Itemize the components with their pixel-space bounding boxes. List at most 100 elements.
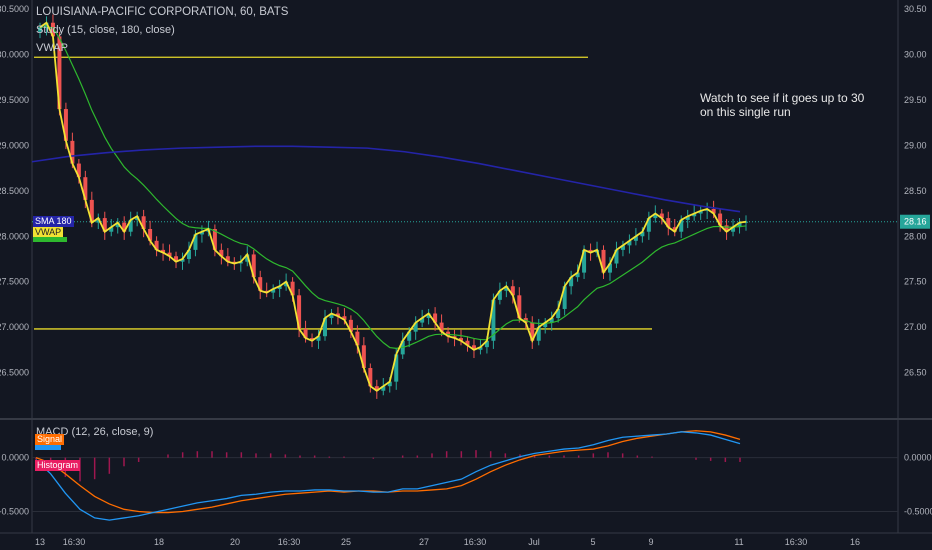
x-tick: 25: [341, 537, 351, 547]
candle-body: [653, 213, 658, 219]
y-tick-left: 29.5000: [0, 95, 29, 105]
candle-body: [361, 345, 366, 369]
macd-tick-left: -0.5000: [0, 506, 29, 516]
y-tick-right: 27.00: [904, 322, 927, 332]
candle-body: [348, 319, 353, 332]
sma-180-line: [31, 145, 741, 213]
candle-body: [679, 219, 684, 232]
candle-body: [731, 227, 736, 232]
y-tick-left: 27.5000: [0, 277, 29, 287]
signal-tag: Signal: [35, 434, 65, 445]
x-tick: 5: [590, 537, 595, 547]
y-tick-left: 28.5000: [0, 186, 29, 196]
y-tick-right: 26.50: [904, 368, 927, 378]
candle-body: [614, 249, 619, 264]
macd-tag: [35, 445, 61, 450]
x-tick: 16:30: [464, 537, 487, 547]
candle-body: [607, 263, 612, 273]
candle-body: [640, 231, 645, 237]
x-axis: 13 16:30 18 20 16:30 25 27 16:30 Jul 5 9 11 16:30 16: [35, 537, 860, 547]
candle-body: [504, 286, 509, 291]
x-tick: 18: [154, 537, 164, 547]
y-tick-left: 30.0000: [0, 50, 29, 60]
candle-body: [115, 222, 120, 228]
y-tick-right: 29.50: [904, 95, 927, 105]
x-tick: 16:30: [278, 537, 301, 547]
candle-body: [180, 258, 185, 262]
candle-body: [420, 318, 425, 323]
last-price-label: 28.16: [904, 217, 927, 227]
candle-body: [225, 256, 230, 262]
macd-legend[interactable]: MACD (12, 26, close, 9): [36, 426, 154, 438]
candle-body: [601, 249, 606, 273]
candle-body: [284, 281, 289, 287]
x-tick: 16: [850, 537, 860, 547]
candle-body: [335, 313, 340, 317]
candle-body: [381, 386, 386, 391]
candle-body: [141, 216, 146, 229]
y-tick-right: 27.50: [904, 277, 927, 287]
histogram-tag: Histogram: [35, 460, 81, 471]
candle-body: [63, 109, 68, 141]
vwap-line: [39, 21, 747, 392]
candle-body: [154, 240, 159, 250]
candle-body: [672, 227, 677, 232]
candle-body: [510, 286, 515, 296]
candle-body: [698, 210, 703, 214]
candle-body: [193, 234, 198, 250]
candle-body: [322, 318, 327, 337]
candle-body: [102, 218, 107, 232]
candle-body: [89, 199, 94, 223]
macd-panel: 0.0000 0.0000 -0.5000 -0.5000: [0, 430, 932, 521]
candle-body: [471, 345, 476, 350]
candle-body: [368, 368, 373, 387]
candle-body: [290, 281, 295, 296]
annotation-text[interactable]: Watch to see if it goes up to 30 on this…: [700, 91, 864, 119]
candle-body: [426, 313, 431, 319]
y-tick-right: 30.00: [904, 50, 927, 60]
study-legend[interactable]: Study (15, close, 180, close): [36, 24, 175, 36]
x-tick: Jul: [528, 537, 540, 547]
candle-body: [219, 249, 224, 257]
vwap-legend[interactable]: VWAP: [36, 42, 68, 54]
candle-body: [148, 228, 153, 241]
candle-body: [394, 354, 399, 382]
x-tick: 16:30: [63, 537, 86, 547]
macd-tick-right: 0.0000: [904, 453, 932, 463]
candle-body: [465, 340, 470, 346]
candle-body: [109, 227, 114, 232]
candle-body: [582, 249, 587, 273]
candle-body: [251, 254, 256, 278]
candle-body: [57, 36, 62, 110]
sma-tag: SMA 180: [33, 216, 74, 227]
candle-body: [620, 245, 625, 250]
candle-body: [530, 322, 535, 341]
last-price-tag: [900, 214, 930, 229]
candle-body: [666, 218, 671, 228]
candle-body: [245, 254, 250, 262]
candle-body: [536, 327, 541, 341]
candle-body: [186, 249, 191, 259]
candle-body: [478, 347, 483, 350]
y-tick-left: 30.5000: [0, 4, 29, 14]
x-tick: 13: [35, 537, 45, 547]
candle-body: [44, 22, 49, 28]
x-tick: 16:30: [785, 537, 808, 547]
symbol-legend[interactable]: LOUISIANA-PACIFIC CORPORATION, 60, BATS: [36, 6, 289, 18]
candle-body: [685, 216, 690, 220]
candle-body: [83, 177, 88, 200]
candle-body: [433, 313, 438, 323]
candle-body: [374, 386, 379, 391]
candle-body: [659, 213, 664, 219]
macd-line: [35, 431, 741, 521]
candle-body: [459, 338, 464, 341]
y-tick-left: 27.0000: [0, 322, 29, 332]
candle-body: [342, 316, 347, 320]
horizontal-lines[interactable]: [32, 56, 898, 330]
ema-tag: [33, 237, 67, 242]
candle-body: [38, 27, 42, 32]
candle-body: [497, 290, 502, 300]
candle-body: [633, 236, 638, 241]
